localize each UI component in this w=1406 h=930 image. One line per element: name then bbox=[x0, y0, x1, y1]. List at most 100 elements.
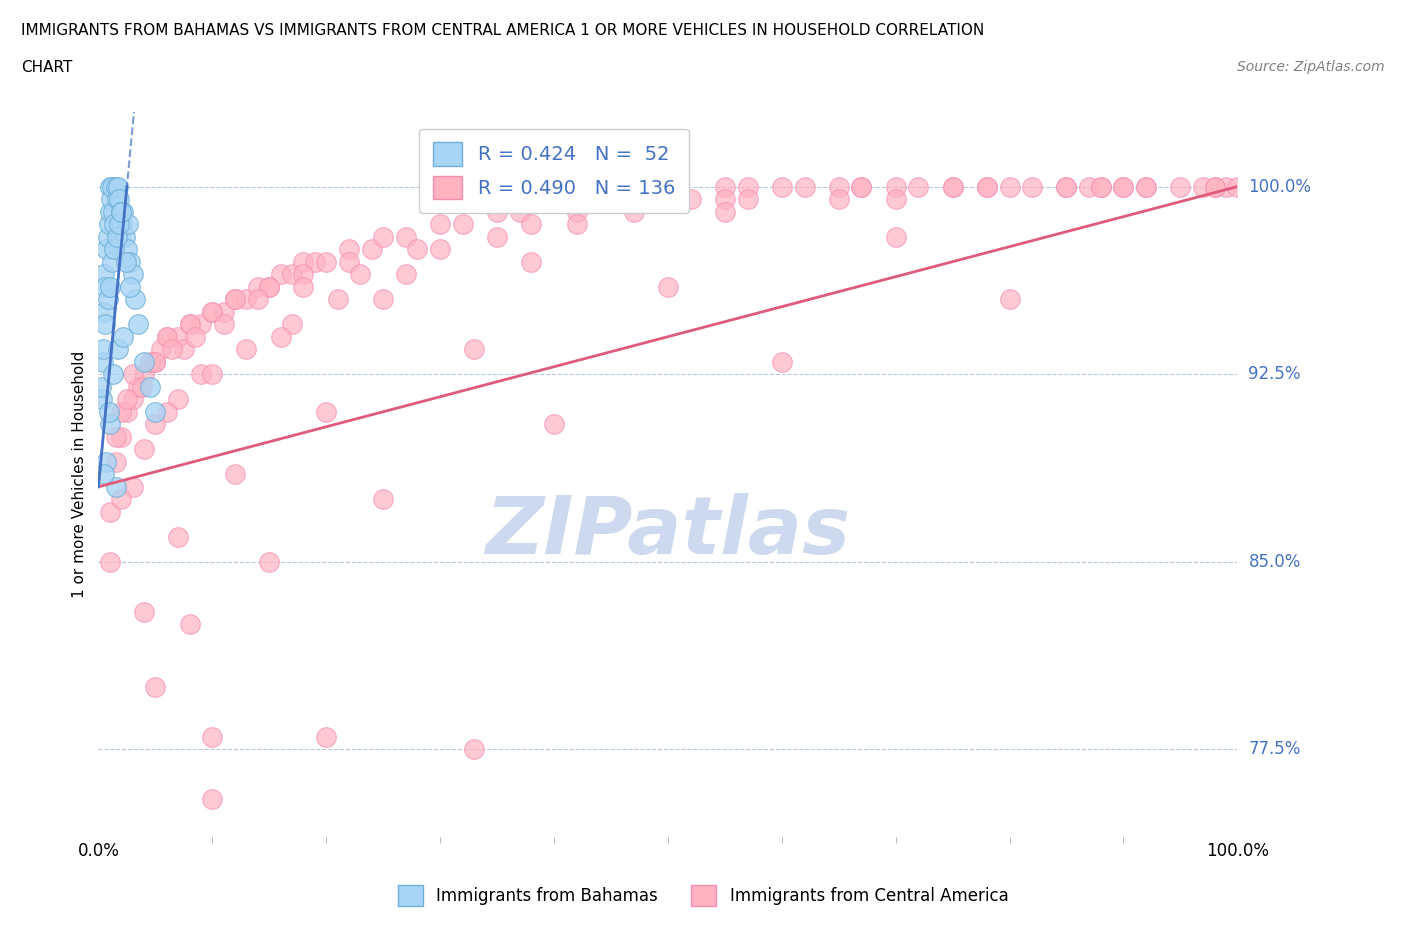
Point bbox=[224, 292, 246, 307]
Point bbox=[565, 217, 588, 232]
Text: 100.0%: 100.0% bbox=[1249, 178, 1312, 195]
Point bbox=[117, 217, 139, 232]
Point bbox=[714, 179, 737, 194]
Point bbox=[543, 192, 565, 206]
Point bbox=[1021, 179, 1043, 194]
Point bbox=[103, 366, 125, 381]
Point bbox=[270, 329, 292, 344]
Point bbox=[1078, 179, 1101, 194]
Point bbox=[1056, 179, 1078, 194]
Point bbox=[851, 179, 873, 194]
Point bbox=[737, 179, 759, 194]
Point bbox=[679, 192, 702, 206]
Point bbox=[104, 479, 127, 494]
Point bbox=[337, 254, 360, 269]
Text: 92.5%: 92.5% bbox=[1249, 365, 1301, 383]
Point bbox=[179, 317, 201, 332]
Point bbox=[111, 217, 134, 232]
Point bbox=[304, 254, 326, 269]
Point bbox=[270, 267, 292, 282]
Text: CHART: CHART bbox=[21, 60, 73, 75]
Point bbox=[315, 405, 337, 419]
Point bbox=[371, 229, 394, 244]
Point bbox=[1215, 179, 1237, 194]
Point bbox=[112, 329, 135, 344]
Point bbox=[463, 342, 485, 357]
Point bbox=[184, 329, 207, 344]
Point bbox=[201, 304, 224, 319]
Point bbox=[145, 354, 167, 369]
Point bbox=[115, 405, 138, 419]
Point bbox=[1204, 179, 1226, 194]
Point bbox=[1204, 179, 1226, 194]
Point bbox=[104, 455, 127, 470]
Point bbox=[179, 317, 201, 332]
Point bbox=[429, 242, 451, 257]
Point bbox=[108, 229, 131, 244]
Point bbox=[884, 229, 907, 244]
Point bbox=[190, 317, 212, 332]
Point bbox=[212, 304, 235, 319]
Point bbox=[110, 205, 132, 219]
Point bbox=[110, 205, 132, 219]
Point bbox=[1112, 179, 1135, 194]
Point bbox=[108, 217, 131, 232]
Point bbox=[179, 617, 201, 631]
Point bbox=[110, 405, 132, 419]
Point bbox=[884, 192, 907, 206]
Point bbox=[998, 292, 1021, 307]
Point bbox=[93, 467, 115, 482]
Point bbox=[884, 179, 907, 194]
Point bbox=[138, 379, 160, 394]
Point bbox=[173, 342, 195, 357]
Point bbox=[463, 742, 485, 757]
Point bbox=[121, 479, 143, 494]
Point bbox=[337, 242, 360, 257]
Point bbox=[486, 229, 509, 244]
Point bbox=[97, 217, 120, 232]
Point bbox=[131, 379, 153, 394]
Point bbox=[120, 254, 142, 269]
Point bbox=[93, 304, 115, 319]
Point bbox=[315, 254, 337, 269]
Point bbox=[360, 242, 382, 257]
Point bbox=[737, 192, 759, 206]
Point bbox=[1226, 179, 1249, 194]
Point bbox=[201, 792, 224, 807]
Point bbox=[235, 292, 257, 307]
Point bbox=[103, 242, 125, 257]
Point bbox=[1192, 179, 1215, 194]
Point bbox=[543, 417, 565, 432]
Point bbox=[349, 267, 371, 282]
Text: 77.5%: 77.5% bbox=[1249, 740, 1301, 759]
Point bbox=[714, 205, 737, 219]
Point bbox=[1135, 179, 1157, 194]
Point bbox=[107, 179, 129, 194]
Point bbox=[103, 217, 125, 232]
Point bbox=[1170, 179, 1192, 194]
Point bbox=[167, 529, 190, 544]
Legend: R = 0.424   N =  52, R = 0.490   N = 136: R = 0.424 N = 52, R = 0.490 N = 136 bbox=[419, 128, 689, 213]
Point bbox=[828, 192, 851, 206]
Point bbox=[793, 179, 815, 194]
Point bbox=[145, 680, 167, 695]
Point bbox=[292, 279, 315, 294]
Point bbox=[281, 267, 304, 282]
Point bbox=[114, 254, 136, 269]
Point bbox=[121, 366, 143, 381]
Point bbox=[114, 229, 136, 244]
Point bbox=[104, 430, 127, 445]
Point bbox=[167, 392, 190, 406]
Point bbox=[98, 417, 121, 432]
Point bbox=[770, 179, 793, 194]
Point bbox=[371, 292, 394, 307]
Point bbox=[115, 392, 138, 406]
Point bbox=[91, 354, 114, 369]
Point bbox=[93, 267, 115, 282]
Point bbox=[156, 405, 179, 419]
Point bbox=[224, 467, 246, 482]
Point bbox=[623, 205, 645, 219]
Point bbox=[828, 179, 851, 194]
Point bbox=[451, 217, 474, 232]
Point bbox=[429, 217, 451, 232]
